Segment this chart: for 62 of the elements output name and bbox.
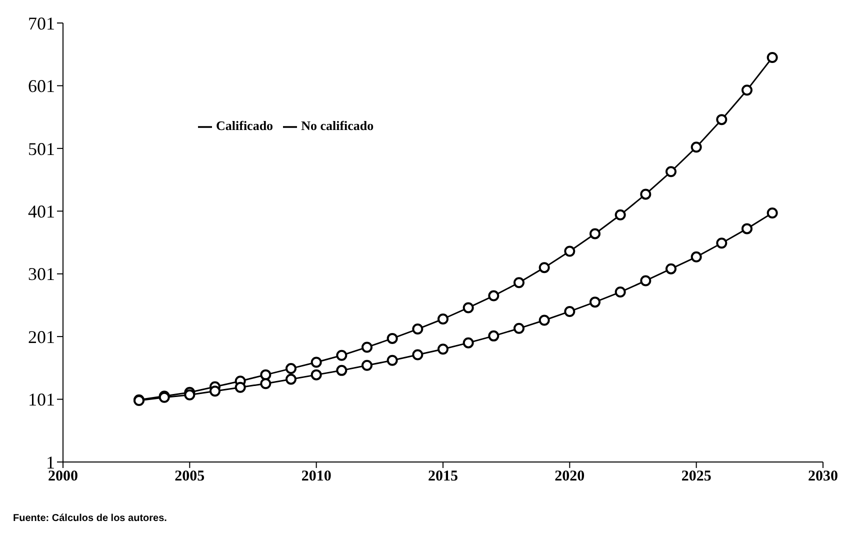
point (766, 208, 778, 219)
point (590, 228, 600, 240)
point (514, 322, 524, 334)
point (260, 378, 272, 390)
point (640, 188, 652, 200)
point (514, 277, 524, 288)
point (412, 324, 424, 335)
point (234, 382, 246, 393)
point (362, 342, 372, 353)
point (310, 369, 322, 380)
point (286, 363, 296, 374)
point (538, 314, 550, 326)
x-tick-label: 2020 (554, 468, 585, 485)
point (742, 223, 752, 234)
point (462, 302, 474, 314)
point (690, 142, 702, 153)
y-tick-label: 701 (28, 13, 55, 34)
legend-label: No calificado (301, 118, 374, 133)
point (590, 296, 600, 308)
point (640, 275, 652, 286)
point (438, 314, 448, 324)
point (462, 337, 474, 348)
x-tick-label: 2015 (428, 468, 458, 485)
source-note: Fuente: Cálculos de los autores. (13, 513, 168, 524)
legend-label: Calificado (216, 118, 274, 133)
x-tick-label: 2010 (301, 468, 332, 485)
y-tick-label: 401 (28, 202, 55, 222)
point (412, 349, 424, 360)
point (362, 360, 372, 371)
point (614, 286, 626, 298)
y-tick-label: 301 (28, 264, 55, 284)
point (716, 238, 728, 249)
y-tick-label: 601 (28, 76, 55, 96)
y-tick-label: 101 (28, 390, 55, 410)
point (438, 344, 448, 355)
point (488, 290, 500, 302)
point (210, 386, 220, 397)
point (742, 84, 752, 96)
x-tick-label: 2005 (174, 468, 205, 485)
point (666, 263, 676, 274)
point (614, 209, 626, 220)
point (184, 389, 196, 400)
y-tick-label: 501 (28, 138, 55, 159)
x-tick-label: 2000 (48, 468, 78, 485)
x-tick-label: 2025 (681, 468, 712, 485)
point (766, 52, 778, 63)
point (260, 369, 272, 380)
point (538, 262, 550, 274)
point (386, 332, 398, 344)
y-tick-label: 201 (28, 326, 55, 347)
point (488, 330, 500, 342)
point (690, 251, 702, 262)
point (286, 374, 296, 385)
point (564, 246, 576, 257)
point (336, 364, 348, 376)
point (564, 306, 576, 317)
point (310, 356, 322, 368)
point (336, 350, 348, 361)
point (386, 354, 398, 366)
x-tick-label: 2030 (808, 468, 838, 485)
point (716, 114, 728, 126)
point (666, 166, 676, 178)
